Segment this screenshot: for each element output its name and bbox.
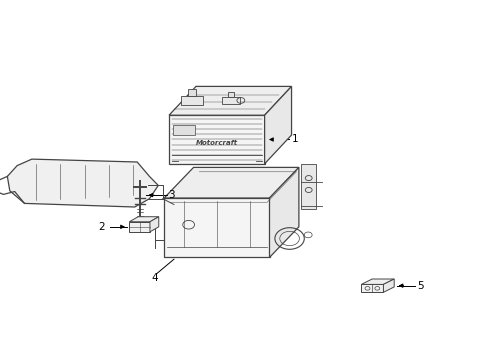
Polygon shape <box>129 222 150 232</box>
Polygon shape <box>169 86 292 115</box>
Bar <box>227 92 234 97</box>
Text: 5: 5 <box>417 281 424 291</box>
Polygon shape <box>7 159 158 207</box>
Polygon shape <box>362 279 394 284</box>
Text: 1: 1 <box>292 135 298 144</box>
Text: 3: 3 <box>168 190 175 200</box>
Text: 4: 4 <box>151 273 158 283</box>
Polygon shape <box>362 284 384 292</box>
Polygon shape <box>150 217 159 232</box>
Polygon shape <box>164 167 299 198</box>
Text: Motorcraft: Motorcraft <box>196 140 238 147</box>
Polygon shape <box>164 198 270 257</box>
Text: 2: 2 <box>98 222 105 232</box>
Polygon shape <box>384 279 394 292</box>
Bar <box>222 97 240 104</box>
Bar <box>301 164 316 209</box>
Bar <box>173 125 195 135</box>
Polygon shape <box>129 217 159 222</box>
Bar <box>188 89 196 96</box>
Polygon shape <box>169 115 265 164</box>
Polygon shape <box>265 86 292 164</box>
Polygon shape <box>270 167 299 257</box>
Bar <box>181 96 202 105</box>
